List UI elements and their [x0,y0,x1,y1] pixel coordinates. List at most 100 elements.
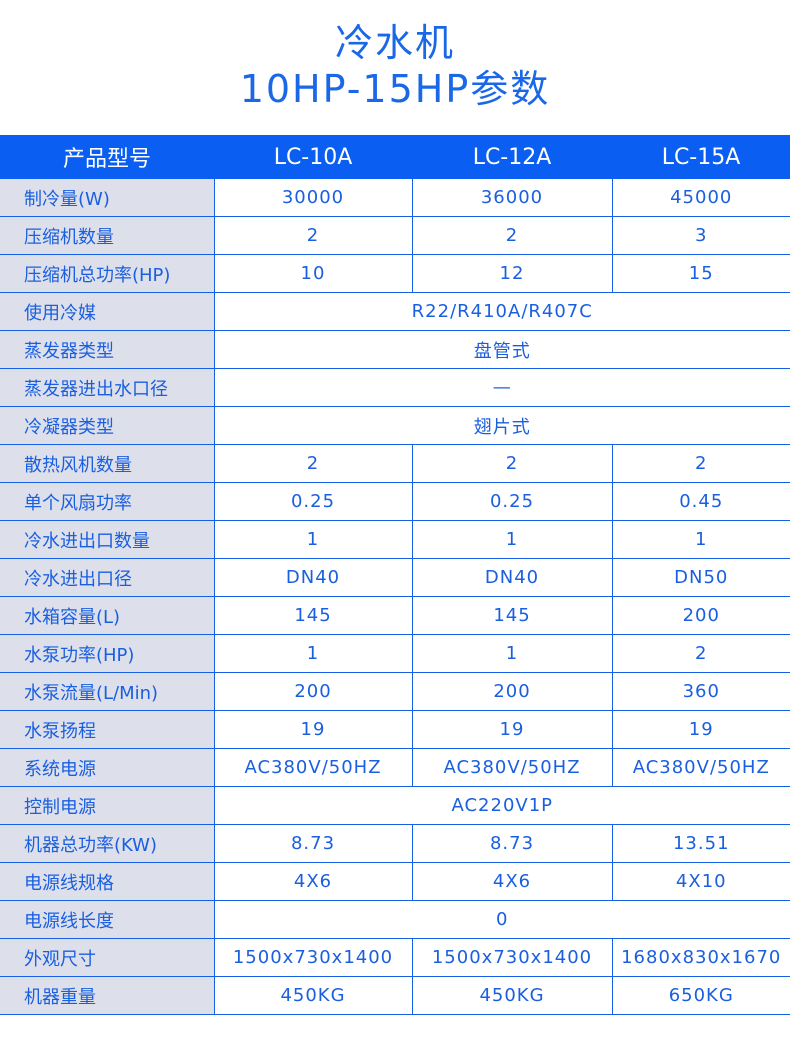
row-label: 机器重量 [0,976,214,1015]
value-cell: DN40 [411,558,612,597]
value-cell: 8.73 [213,824,412,863]
table-row: 使用冷媒 R22/R410A/R407C [0,292,790,331]
value-cell: 200 [611,596,790,635]
table-row: 压缩机总功率(HP) 10 12 15 [0,254,790,293]
header-cell: LC-10A [214,135,412,179]
row-label: 散热风机数量 [0,444,214,483]
row-label: 蒸发器类型 [0,330,214,369]
row-label: 冷凝器类型 [0,406,214,445]
value-cell: 2 [611,634,790,673]
value-cell: 200 [411,672,612,711]
value-cell: 2 [213,216,412,255]
table-row: 外观尺寸 1500x730x1400 1500x730x1400 1680x830x1… [0,938,790,977]
value-cell: 145 [411,596,612,635]
value-cell: 13.51 [611,824,790,863]
header-cell: 产品型号 [0,135,214,179]
value-cell: 0.25 [411,482,612,521]
value-cell: 4X6 [213,862,412,901]
merged-value-cell: — [213,368,790,407]
value-cell: DN40 [213,558,412,597]
value-cell: 1500x730x1400 [411,938,612,977]
row-label: 冷水进出口径 [0,558,214,597]
table-row: 水泵扬程 19 19 19 [0,710,790,749]
table-row: 制冷量(W) 30000 36000 45000 [0,179,790,217]
value-cell: 4X10 [611,862,790,901]
value-cell: 450KG [213,976,412,1015]
value-cell: 3 [611,216,790,255]
row-label: 单个风扇功率 [0,482,214,521]
table-row: 压缩机数量 2 2 3 [0,216,790,255]
table-row: 蒸发器进出水口径 — [0,368,790,407]
value-cell: 200 [213,672,412,711]
table-row: 水泵流量(L/Min) 200 200 360 [0,672,790,711]
merged-value-cell: R22/R410A/R407C [213,292,790,331]
table-row: 机器重量 450KG 450KG 650KG [0,976,790,1015]
value-cell: 1680x830x1670 [611,938,790,977]
value-cell: AC380V/50HZ [611,748,790,787]
value-cell: 0.25 [213,482,412,521]
table-row: 系统电源 AC380V/50HZ AC380V/50HZ AC380V/50HZ [0,748,790,787]
value-cell: 0.45 [611,482,790,521]
value-cell: 19 [411,710,612,749]
merged-value-cell: 盘管式 [213,330,790,369]
row-label: 外观尺寸 [0,938,214,977]
table-row: 单个风扇功率 0.25 0.25 0.45 [0,482,790,521]
table-row: 散热风机数量 2 2 2 [0,444,790,483]
value-cell: 1500x730x1400 [213,938,412,977]
page-subtitle: 10HP-15HP参数 [239,67,551,111]
row-label: 使用冷媒 [0,292,214,331]
value-cell: 1 [411,634,612,673]
row-label: 水箱容量(L) [0,596,214,635]
row-label: 控制电源 [0,786,214,825]
table-row: 控制电源 AC220V1P [0,786,790,825]
value-cell: 12 [411,254,612,293]
value-cell: 8.73 [411,824,612,863]
value-cell: 2 [213,444,412,483]
value-cell: 19 [213,710,412,749]
value-cell: 1 [411,520,612,559]
merged-value-cell: 0 [213,900,790,939]
row-label: 机器总功率(KW) [0,824,214,863]
row-label: 蒸发器进出水口径 [0,368,214,407]
row-label: 压缩机数量 [0,216,214,255]
table-header: 产品型号 LC-10A LC-12A LC-15A [0,135,790,179]
row-label: 水泵功率(HP) [0,634,214,673]
value-cell: 45000 [611,179,790,217]
value-cell: 19 [611,710,790,749]
row-label: 水泵扬程 [0,710,214,749]
table-row: 电源线规格 4X6 4X6 4X10 [0,862,790,901]
table-row: 机器总功率(KW) 8.73 8.73 13.51 [0,824,790,863]
table-row: 冷凝器类型 翅片式 [0,406,790,445]
spec-table: 产品型号 LC-10A LC-12A LC-15A 制冷量(W) 30000 360… [0,135,790,1015]
value-cell: 36000 [411,179,612,217]
value-cell: AC380V/50HZ [411,748,612,787]
row-label: 冷水进出口数量 [0,520,214,559]
value-cell: 2 [411,444,612,483]
header-cell: LC-12A [412,135,612,179]
table-row: 冷水进出口数量 1 1 1 [0,520,790,559]
header-cell: LC-15A [612,135,790,179]
merged-value-cell: AC220V1P [213,786,790,825]
value-cell: 1 [213,634,412,673]
merged-value-cell: 翅片式 [213,406,790,445]
value-cell: 450KG [411,976,612,1015]
value-cell: 10 [213,254,412,293]
row-label: 电源线长度 [0,900,214,939]
table-row: 水泵功率(HP) 1 1 2 [0,634,790,673]
row-label: 水泵流量(L/Min) [0,672,214,711]
value-cell: 2 [611,444,790,483]
value-cell: DN50 [611,558,790,597]
value-cell: 360 [611,672,790,711]
value-cell: 4X6 [411,862,612,901]
value-cell: 650KG [611,976,790,1015]
row-label: 制冷量(W) [0,179,214,217]
table-row: 蒸发器类型 盘管式 [0,330,790,369]
page-title: 冷水机 [334,21,455,65]
value-cell: 30000 [213,179,412,217]
value-cell: 1 [611,520,790,559]
table-row: 水箱容量(L) 145 145 200 [0,596,790,635]
table-row: 冷水进出口径 DN40 DN40 DN50 [0,558,790,597]
value-cell: 2 [411,216,612,255]
value-cell: 145 [213,596,412,635]
table-row: 电源线长度 0 [0,900,790,939]
